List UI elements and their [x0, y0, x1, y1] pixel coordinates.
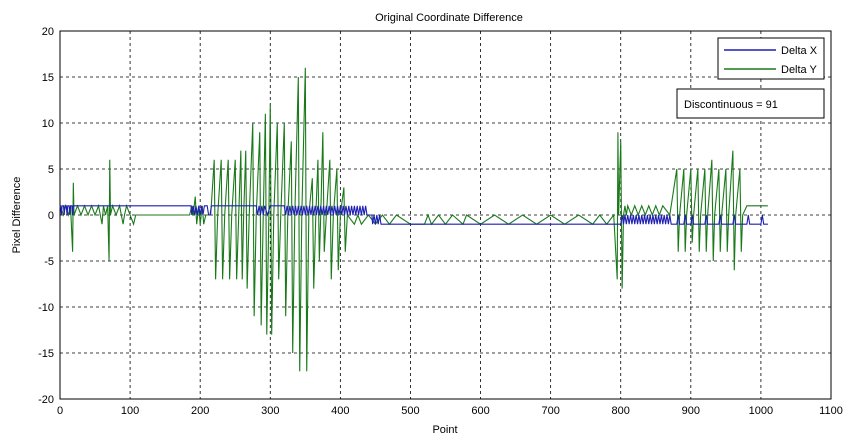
y-axis-title: Pixel Difference — [11, 177, 23, 254]
y-tick-label: -15 — [38, 348, 54, 360]
legend: Delta X Delta Y — [717, 37, 825, 80]
legend-label-delta-x: Delta X — [781, 45, 818, 57]
annotation-box: Discontinuous = 91 — [676, 88, 825, 119]
x-tick-label: 600 — [471, 405, 489, 417]
y-tick-label: 10 — [42, 118, 54, 130]
annotation-frame — [676, 88, 825, 119]
y-tick-label: 20 — [42, 26, 54, 38]
x-tick-label: 1000 — [749, 405, 773, 417]
chart-title: Original Coordinate Difference — [375, 12, 523, 24]
x-tick-label: 800 — [612, 405, 630, 417]
y-tick-label: -10 — [38, 302, 54, 314]
x-axis-title: Point — [432, 424, 457, 436]
y-tick-label: -20 — [38, 394, 54, 406]
axis-ticks: 0 100 200 300 400 500 600 700 800 900 1000 1100-20-… — [38, 26, 843, 417]
grid-lines — [60, 31, 831, 399]
x-tick-label: 700 — [541, 405, 559, 417]
x-tick-label: 0 — [57, 405, 63, 417]
series-layer — [59, 67, 768, 372]
y-tick-label: 0 — [48, 210, 54, 222]
y-tick-label: -5 — [44, 256, 54, 268]
x-tick-label: 400 — [331, 405, 349, 417]
x-tick-label: 100 — [121, 405, 139, 417]
x-tick-label: 500 — [401, 405, 419, 417]
x-tick-label: 300 — [261, 405, 279, 417]
legend-box — [717, 37, 825, 80]
x-tick-label: 200 — [191, 405, 209, 417]
y-tick-label: 15 — [42, 72, 54, 84]
x-tick-label: 900 — [682, 405, 700, 417]
legend-label-delta-y: Delta Y — [781, 64, 818, 76]
y-tick-label: 5 — [48, 164, 54, 176]
x-tick-label: 1100 — [819, 405, 843, 417]
series-line-delta-x — [60, 205, 768, 225]
series-line-delta-y — [59, 67, 768, 372]
annotation-text: Discontinuous = 91 — [684, 99, 778, 111]
